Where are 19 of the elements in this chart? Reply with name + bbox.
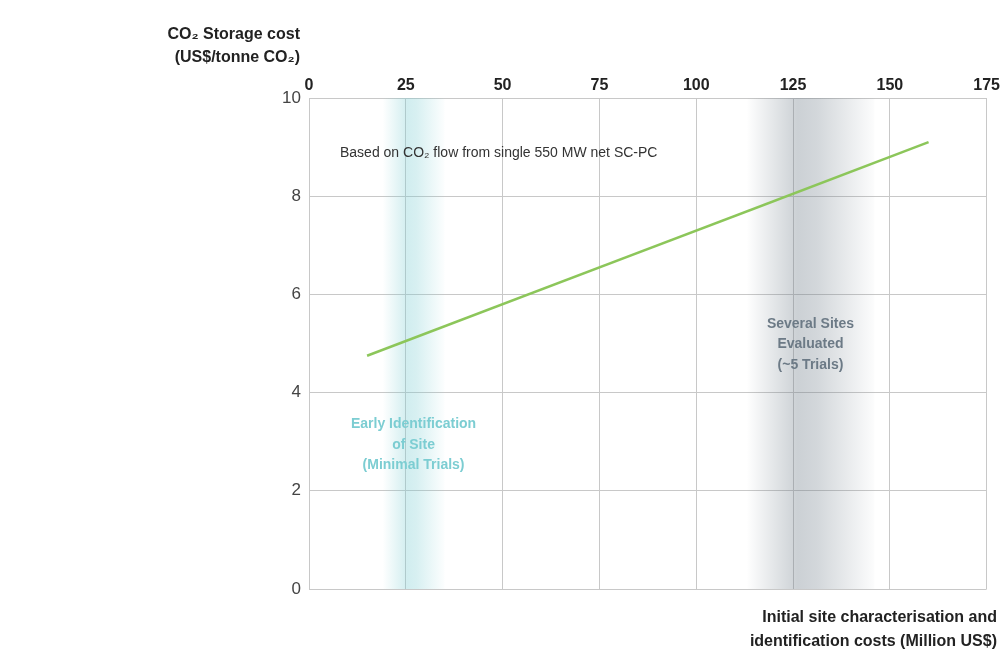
x-tick-label: 75 <box>590 75 609 93</box>
band-label: Several Sites Evaluated (~5 Trials) <box>766 314 855 372</box>
y-tick-label: 6 <box>291 284 301 304</box>
annotation: Based on CO₂ flow from single 550 MW net SC-PC <box>340 143 658 160</box>
y-tick-label: 4 <box>291 382 301 402</box>
x-tick-label: 175 <box>973 75 1001 93</box>
x-tick-label: 50 <box>493 75 512 93</box>
x-tick-label: 25 <box>396 75 415 93</box>
y-axis-title: CO₂ Storage cost (US$/tonne CO₂) <box>166 24 300 67</box>
x-axis-title: Initial site characterisation and identification costs (Million US$) <box>748 607 997 651</box>
y-tick-label: 10 <box>282 87 301 107</box>
band-label: Early Identification of Site (Minimal Trials) <box>350 415 477 473</box>
x-tick-label: 150 <box>876 75 904 93</box>
x-tick-label: 125 <box>779 75 807 93</box>
y-tick-label: 8 <box>291 185 301 205</box>
x-tick-label: 100 <box>682 75 710 93</box>
y-tick-label: 2 <box>291 480 301 500</box>
y-tick-label: 0 <box>291 578 301 598</box>
x-tick-label: 0 <box>304 75 314 93</box>
